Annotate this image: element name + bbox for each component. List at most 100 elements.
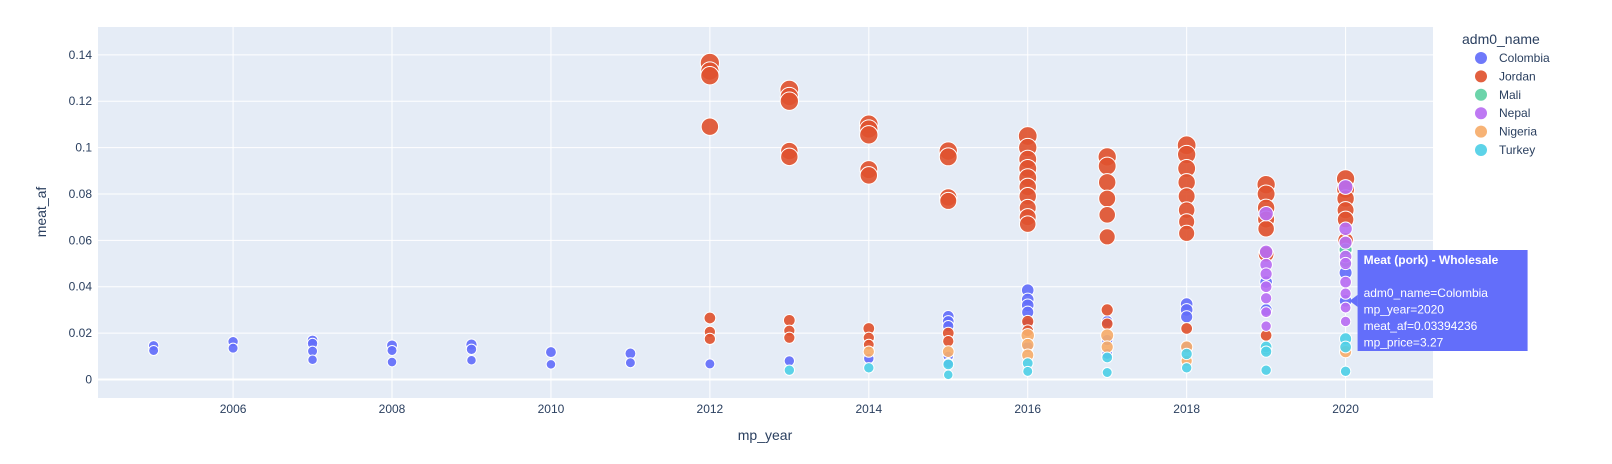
data-point[interactable] <box>1337 179 1354 195</box>
data-point[interactable] <box>1100 328 1115 343</box>
data-point[interactable] <box>1178 224 1196 242</box>
data-point[interactable] <box>704 358 716 370</box>
data-point[interactable] <box>1258 244 1274 260</box>
y-tick-label: 0.04 <box>69 280 93 294</box>
data-point[interactable] <box>1338 235 1353 250</box>
data-point[interactable] <box>1259 280 1273 294</box>
data-point[interactable] <box>1258 205 1274 222</box>
y-tick-label: 0 <box>85 372 92 386</box>
y-tick-label: 0.08 <box>69 187 93 201</box>
legend-label: Mali <box>1499 88 1521 102</box>
data-point[interactable] <box>1259 345 1273 358</box>
data-point[interactable] <box>545 359 557 370</box>
data-point[interactable] <box>863 362 875 374</box>
x-tick-label: 2008 <box>379 402 406 416</box>
data-point[interactable] <box>466 354 477 366</box>
data-point[interactable] <box>1097 173 1117 192</box>
legend-label: Nepal <box>1499 106 1530 120</box>
data-point[interactable] <box>780 147 799 167</box>
tooltip-line: mp_price=3.27 <box>1364 336 1444 350</box>
data-point[interactable] <box>783 364 796 376</box>
data-point[interactable] <box>1180 310 1194 324</box>
data-point[interactable] <box>859 166 879 185</box>
data-point[interactable] <box>148 344 160 356</box>
series-nepal <box>1258 179 1354 332</box>
data-point[interactable] <box>943 369 954 381</box>
x-tick-label: 2012 <box>697 402 724 416</box>
data-point[interactable] <box>783 331 796 344</box>
data-point[interactable] <box>1339 315 1352 328</box>
data-point[interactable] <box>1101 351 1114 364</box>
data-point[interactable] <box>1339 275 1352 289</box>
data-point[interactable] <box>1260 320 1272 332</box>
data-point[interactable] <box>942 335 955 348</box>
data-point[interactable] <box>941 345 955 358</box>
legend-marker <box>1475 144 1487 156</box>
data-point[interactable] <box>1100 317 1114 331</box>
data-point[interactable] <box>1339 287 1352 300</box>
legend-label: Colombia <box>1499 51 1550 65</box>
data-point[interactable] <box>307 354 318 366</box>
legend-marker <box>1475 52 1487 64</box>
data-point[interactable] <box>1098 206 1116 224</box>
data-point[interactable] <box>1260 306 1273 319</box>
data-point[interactable] <box>1259 267 1273 281</box>
data-point[interactable] <box>782 313 796 327</box>
series-turkey <box>783 332 1353 381</box>
data-point[interactable] <box>938 147 958 167</box>
data-point[interactable] <box>1022 365 1034 377</box>
data-point[interactable] <box>1101 367 1113 378</box>
data-point[interactable] <box>703 332 717 346</box>
data-point[interactable] <box>624 357 636 369</box>
data-point[interactable] <box>703 311 717 325</box>
legend-item-nepal[interactable]: Nepal <box>1475 106 1530 120</box>
data-point[interactable] <box>1260 364 1272 376</box>
data-point[interactable] <box>1338 221 1353 236</box>
data-point[interactable] <box>1339 365 1352 378</box>
data-point[interactable] <box>1180 362 1193 374</box>
data-point[interactable] <box>1180 347 1193 361</box>
data-point[interactable] <box>1257 219 1275 238</box>
legend-item-jordan[interactable]: Jordan <box>1475 69 1536 83</box>
data-point[interactable] <box>700 117 720 136</box>
series-jordan <box>699 52 1356 351</box>
data-point[interactable] <box>386 344 398 356</box>
x-tick-label: 2020 <box>1332 402 1359 416</box>
grid <box>98 27 1433 398</box>
data-point[interactable] <box>624 347 637 360</box>
data-point[interactable] <box>386 356 398 368</box>
legend-item-mali[interactable]: Mali <box>1475 88 1521 102</box>
data-point[interactable] <box>465 343 478 356</box>
legend-title: adm0_name <box>1462 31 1540 47</box>
data-point[interactable] <box>942 358 955 371</box>
y-tick-label: 0.06 <box>69 233 93 247</box>
data-point[interactable] <box>859 125 879 145</box>
data-point[interactable] <box>862 345 875 358</box>
data-point[interactable] <box>1098 189 1117 208</box>
legend-item-turkey[interactable]: Turkey <box>1475 143 1535 157</box>
legend: adm0_name Colombia Jordan Mali Nepal Nigeria… <box>1462 31 1550 157</box>
data-point[interactable] <box>1259 292 1273 305</box>
data-point[interactable] <box>1100 340 1114 354</box>
data-point[interactable] <box>1018 215 1037 233</box>
legend-marker <box>1475 88 1487 101</box>
data-point[interactable] <box>1339 301 1352 314</box>
data-point[interactable] <box>779 91 799 111</box>
data-point[interactable] <box>1180 322 1194 335</box>
data-point[interactable] <box>227 342 239 354</box>
legend-label: Nigeria <box>1499 125 1537 139</box>
data-point[interactable] <box>1097 156 1117 176</box>
data-point[interactable] <box>700 66 720 86</box>
legend-item-nigeria[interactable]: Nigeria <box>1475 125 1537 139</box>
data-point[interactable] <box>939 191 958 210</box>
data-point[interactable] <box>1339 256 1353 271</box>
hover-tooltip: Meat (pork) - Wholesale adm0_name=Colombi… <box>1349 250 1528 351</box>
legend-item-colombia[interactable]: Colombia <box>1475 51 1550 65</box>
tooltip-pointer <box>1349 294 1358 307</box>
data-point[interactable] <box>545 346 557 359</box>
legend-label: Jordan <box>1499 69 1536 83</box>
data-point[interactable] <box>1098 228 1116 246</box>
data-point[interactable] <box>1100 303 1114 317</box>
data-point[interactable] <box>1339 340 1352 354</box>
